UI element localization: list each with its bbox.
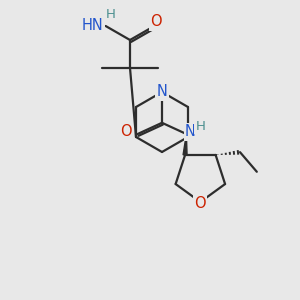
Text: O: O bbox=[194, 196, 206, 211]
Text: N: N bbox=[185, 124, 196, 140]
Text: N: N bbox=[157, 85, 167, 100]
Text: O: O bbox=[151, 14, 162, 29]
Text: H: H bbox=[195, 119, 205, 133]
Polygon shape bbox=[183, 134, 187, 155]
Text: H: H bbox=[106, 8, 116, 22]
Text: HN: HN bbox=[82, 17, 104, 32]
Text: H: H bbox=[106, 8, 116, 20]
Text: HN: HN bbox=[82, 17, 104, 32]
Text: O: O bbox=[120, 124, 132, 140]
